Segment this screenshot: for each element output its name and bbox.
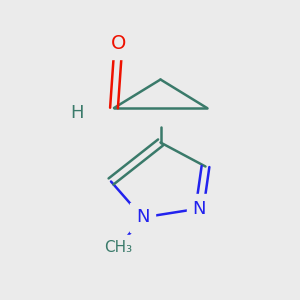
Text: N: N bbox=[193, 200, 206, 217]
Text: H: H bbox=[70, 103, 83, 122]
Text: N: N bbox=[136, 208, 149, 226]
Text: O: O bbox=[111, 34, 126, 53]
Text: CH₃: CH₃ bbox=[104, 240, 133, 255]
